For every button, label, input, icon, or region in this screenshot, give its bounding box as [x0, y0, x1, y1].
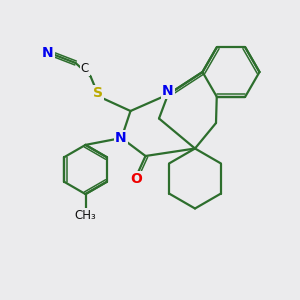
Text: S: S [92, 86, 103, 100]
Text: C: C [81, 62, 89, 75]
Text: CH₃: CH₃ [75, 208, 96, 222]
Text: N: N [42, 46, 54, 60]
Text: N: N [115, 131, 127, 145]
Text: S: S [92, 86, 103, 100]
Text: O: O [130, 172, 142, 186]
Text: N: N [162, 84, 174, 98]
